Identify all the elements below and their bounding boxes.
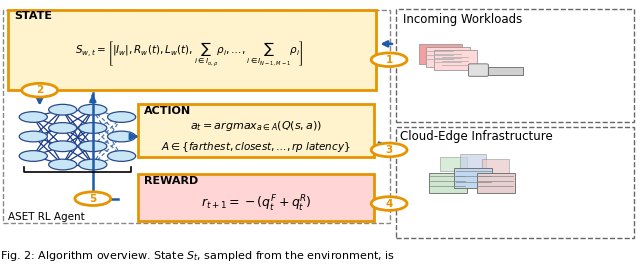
Circle shape: [22, 83, 58, 97]
Circle shape: [371, 53, 407, 66]
Circle shape: [79, 159, 107, 170]
Text: $r_{t+1} = -(q_t^F + q_t^R)$: $r_{t+1} = -(q_t^F + q_t^R)$: [200, 194, 312, 214]
Text: $S_{w,t} = \left[|I_w|, R_w(t), L_w(t), \sum_{i\in I_{o,\rho}} \rho_i, \ldots, \: $S_{w,t} = \left[|I_w|, R_w(t), L_w(t), …: [74, 40, 303, 69]
FancyBboxPatch shape: [477, 173, 515, 193]
Text: Incoming Workloads: Incoming Workloads: [403, 13, 522, 26]
Text: ASET RL Agent: ASET RL Agent: [8, 212, 84, 222]
FancyBboxPatch shape: [396, 127, 634, 238]
Text: 1: 1: [385, 55, 393, 65]
Circle shape: [79, 104, 107, 115]
Text: 5: 5: [89, 194, 97, 204]
FancyBboxPatch shape: [454, 168, 492, 188]
Text: 4: 4: [385, 199, 393, 209]
Circle shape: [79, 123, 107, 133]
FancyBboxPatch shape: [482, 159, 509, 174]
Circle shape: [19, 131, 47, 142]
FancyBboxPatch shape: [419, 44, 462, 64]
Text: $A \in \{farthest, closest, \ldots, rp\;latency\}$: $A \in \{farthest, closest, \ldots, rp\;…: [161, 140, 351, 155]
Circle shape: [19, 151, 47, 161]
Circle shape: [19, 112, 47, 122]
FancyBboxPatch shape: [460, 154, 486, 169]
Circle shape: [49, 159, 77, 170]
Text: STATE: STATE: [14, 11, 52, 21]
Circle shape: [108, 131, 136, 142]
FancyBboxPatch shape: [8, 10, 376, 90]
Circle shape: [49, 141, 77, 152]
FancyBboxPatch shape: [429, 173, 467, 193]
FancyBboxPatch shape: [138, 104, 374, 157]
Circle shape: [108, 151, 136, 161]
Circle shape: [49, 104, 77, 115]
Circle shape: [371, 197, 407, 210]
Text: Cloud-Edge Infrastructure: Cloud-Edge Infrastructure: [400, 130, 553, 143]
Circle shape: [75, 192, 111, 206]
FancyBboxPatch shape: [138, 174, 374, 220]
Circle shape: [371, 143, 407, 157]
FancyBboxPatch shape: [440, 157, 467, 171]
FancyBboxPatch shape: [488, 66, 523, 75]
FancyBboxPatch shape: [396, 9, 634, 122]
Text: $a_t = argmax_{a\in A}(Q(s,a))$: $a_t = argmax_{a\in A}(Q(s,a))$: [190, 119, 322, 132]
Text: ACTION: ACTION: [144, 106, 191, 116]
Text: 3: 3: [385, 145, 393, 155]
FancyBboxPatch shape: [468, 64, 488, 76]
Text: 2: 2: [36, 85, 44, 95]
FancyBboxPatch shape: [434, 50, 477, 70]
Text: REWARD: REWARD: [144, 176, 198, 186]
Circle shape: [79, 141, 107, 152]
Text: Fig. 2: Algorithm overview. State $S_t$, sampled from the environment, is: Fig. 2: Algorithm overview. State $S_t$,…: [0, 249, 395, 263]
FancyBboxPatch shape: [426, 47, 470, 67]
Circle shape: [108, 112, 136, 122]
Circle shape: [49, 123, 77, 133]
